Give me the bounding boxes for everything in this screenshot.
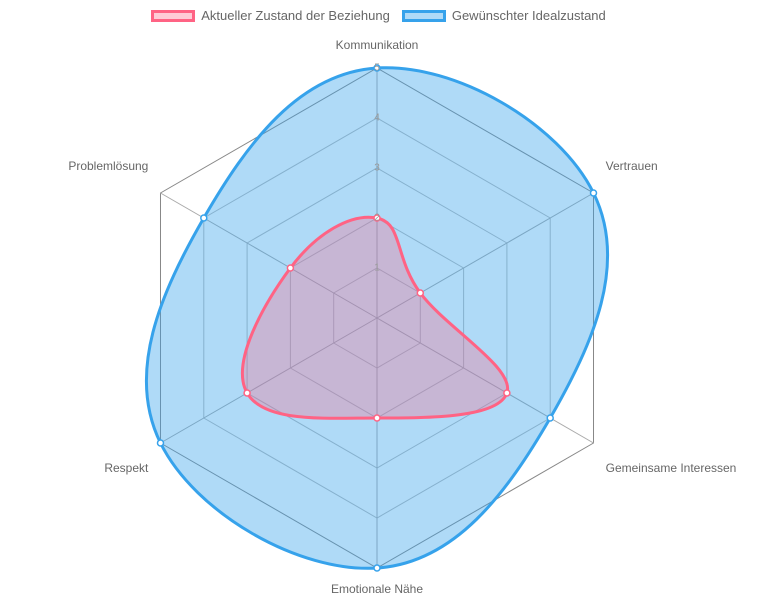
- legend: Aktueller Zustand der Beziehung Gewünscht…: [0, 8, 757, 23]
- angle-line: [160, 192, 378, 319]
- r-tick-label: 4: [374, 113, 380, 124]
- radar-point: [503, 389, 511, 397]
- category-label: Respekt: [104, 461, 149, 475]
- radar-point: [416, 289, 425, 297]
- r-tick-label: 3: [374, 163, 380, 174]
- radar-point: [373, 214, 381, 222]
- legend-swatch: [151, 9, 196, 22]
- category-label: Gemeinsame Interessen: [606, 461, 737, 475]
- angle-line: [160, 317, 378, 444]
- legend-label: Gewünschter Idealzustand: [451, 8, 606, 23]
- radar-point: [286, 264, 295, 272]
- radar-point: [373, 414, 381, 422]
- radar-point: [243, 389, 251, 397]
- category-label: Emotionale Nähe: [331, 582, 423, 596]
- category-label: Vertrauen: [606, 159, 658, 173]
- legend-swatch: [401, 9, 446, 22]
- radar-point: [546, 414, 554, 422]
- legend-label: Aktueller Zustand der Beziehung: [201, 8, 390, 23]
- angle-line: [376, 317, 594, 444]
- radar-point: [200, 214, 208, 222]
- legend-item[interactable]: Gewünschter Idealzustand: [401, 8, 606, 23]
- category-label: Kommunikation: [336, 38, 419, 52]
- radar-point: [156, 439, 165, 447]
- r-tick-label: 5: [374, 63, 380, 74]
- radar-point: [373, 64, 381, 72]
- angle-line: [376, 192, 594, 319]
- legend-item[interactable]: Aktueller Zustand der Beziehung: [151, 8, 390, 23]
- r-tick-label: 1: [374, 263, 380, 274]
- r-tick-label: 2: [374, 213, 380, 224]
- radar-point: [373, 564, 381, 572]
- radar-point: [589, 189, 598, 197]
- category-label: Problemlösung: [68, 159, 148, 173]
